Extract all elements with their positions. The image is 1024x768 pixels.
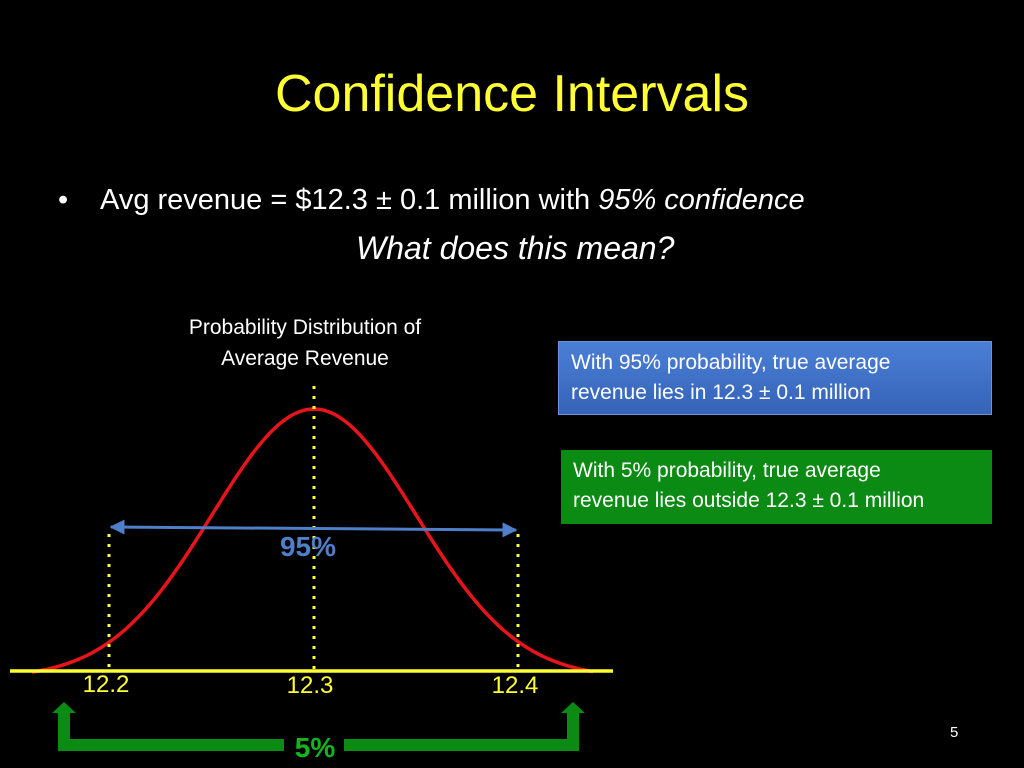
distribution-caption-line2: Average Revenue [221, 347, 389, 370]
bullet-emphasis: 95% confidence [598, 184, 805, 216]
outside-interval-box: With 5% probability, true average revenu… [561, 450, 992, 524]
bell-curve [31, 407, 594, 674]
left-bracket-bar [58, 739, 284, 751]
inside-interval-box: With 95% probability, true average reven… [558, 341, 992, 415]
distribution-caption-line1: Probability Distribution of [188, 316, 422, 339]
distribution-caption: Probability Distribution of Average Reve… [150, 312, 460, 374]
bullet-dot-icon: • [58, 184, 69, 216]
bullet-point: • Avg revenue = $12.3 ± 0.1 million with … [58, 184, 805, 217]
page-number: 5 [950, 724, 959, 741]
right-bracket-bar [344, 739, 579, 751]
inside-box-line1: With 95% probability, true average [571, 351, 891, 374]
inside-box-line2: revenue lies in 12.3 ± 0.1 million [571, 381, 871, 404]
right-tail-arrow-icon [561, 702, 585, 744]
question-text: What does this mean? [356, 230, 675, 266]
bullet-text: Avg revenue = $12.3 ± 0.1 million with [100, 184, 599, 216]
outside-box-line2: revenue lies outside 12.3 ± 0.1 million [573, 489, 925, 512]
outside-percent-label: 5% [295, 732, 336, 763]
interval-span-arrow [109, 519, 518, 538]
slide-title: Confidence Intervals [274, 65, 750, 123]
outside-box-line1: With 5% probability, true average [573, 459, 881, 482]
tick-label-center: 12.3 [287, 672, 334, 699]
tick-label-left: 12.2 [83, 671, 130, 698]
inside-percent-label: 95% [280, 531, 336, 562]
tick-label-right: 12.4 [492, 672, 539, 699]
tail-arrows [52, 702, 585, 751]
left-tail-arrow-icon [52, 702, 76, 744]
